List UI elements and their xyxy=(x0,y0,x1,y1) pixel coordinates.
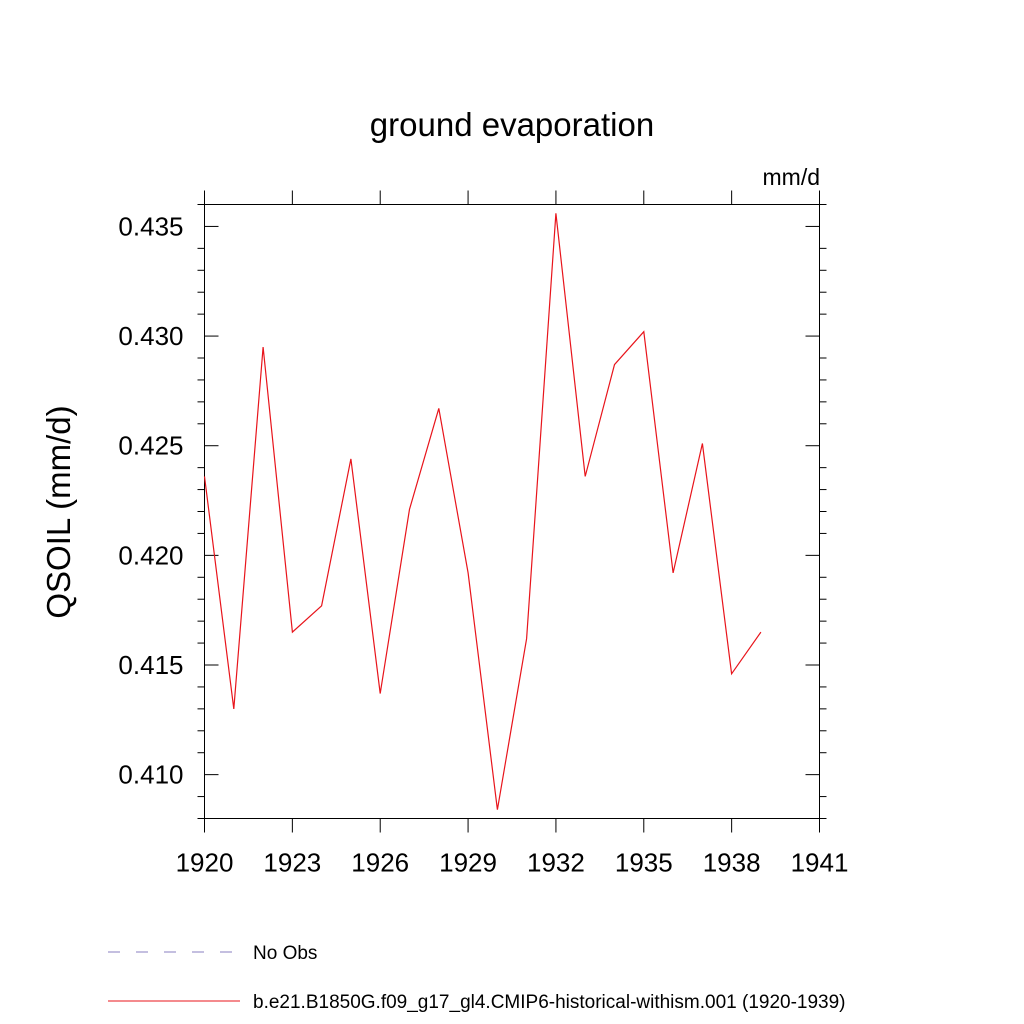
data-point xyxy=(436,406,441,411)
data-point xyxy=(700,441,705,446)
y-tick-label: 0.435 xyxy=(118,211,183,241)
data-point xyxy=(290,630,295,635)
y-tick-label: 0.410 xyxy=(118,760,183,790)
data-point xyxy=(261,345,266,350)
chart-title: ground evaporation xyxy=(370,106,654,143)
x-tick-label: 1923 xyxy=(263,848,321,878)
data-point xyxy=(319,603,324,608)
data-point xyxy=(378,691,383,696)
data-point xyxy=(641,329,646,334)
data-point xyxy=(407,507,412,512)
axis-tick-labels: 1920 1923 1926 1929 1932 1935 1938 1941 0.410 0.4… xyxy=(118,211,848,877)
legend-label-1: b.e21.B1850G.f09_g17_gl4.CMIP6-historica… xyxy=(253,992,846,1013)
y-tick-label: 0.420 xyxy=(118,540,183,570)
data-point xyxy=(671,570,676,575)
x-tick-label: 1926 xyxy=(351,848,409,878)
data-point xyxy=(202,474,207,479)
data-point xyxy=(583,474,588,479)
data-point xyxy=(553,211,558,216)
y-tick-label: 0.415 xyxy=(118,650,183,680)
series-layer xyxy=(202,211,763,812)
data-point xyxy=(729,671,734,676)
x-tick-label: 1932 xyxy=(527,848,585,878)
data-point xyxy=(348,456,353,461)
legend-label-0: No Obs xyxy=(253,943,317,964)
y-tick-label: 0.425 xyxy=(118,431,183,461)
data-point xyxy=(231,706,236,711)
y-tick-label: 0.430 xyxy=(118,321,183,351)
x-tick-label: 1920 xyxy=(176,848,234,878)
data-point xyxy=(758,630,763,635)
data-point xyxy=(612,362,617,367)
series-line-1 xyxy=(203,213,762,810)
data-point xyxy=(524,636,529,641)
units-label: mm/d xyxy=(763,164,821,190)
y-axis-label: QSOIL (mm/d) xyxy=(40,405,77,618)
axis-ticks xyxy=(197,190,827,833)
x-tick-label: 1941 xyxy=(791,848,849,878)
x-tick-label: 1938 xyxy=(703,848,761,878)
x-tick-label: 1929 xyxy=(439,848,497,878)
x-tick-label: 1935 xyxy=(615,848,673,878)
data-point xyxy=(495,807,500,812)
data-point xyxy=(466,570,471,575)
legend: No Obs b.e21.B1850G.f09_g17_gl4.CMIP6-his… xyxy=(108,943,846,1013)
